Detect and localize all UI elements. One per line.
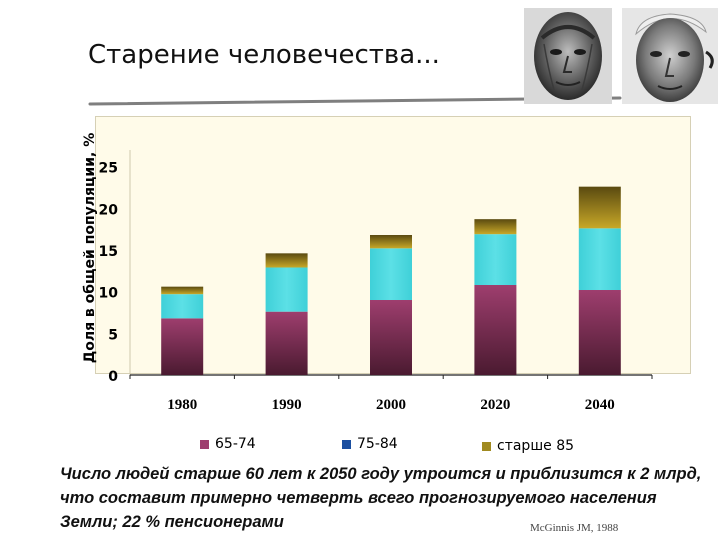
legend-item-75-84: 75-84 [342,436,398,452]
bar-segment-2040-75-84 [578,228,621,290]
bar-segment-1980-75-84 [161,294,204,319]
elderly-man-portrait-left [524,8,612,104]
slide-caption: Число людей старше 60 лет к 2050 году ут… [60,465,702,531]
bar-segment-2020-старше 85 [474,219,517,235]
slide-title: Старение человечества... [88,40,440,70]
legend-swatch-65-74 [200,439,209,449]
legend-label-older-85: старше 85 [497,438,575,454]
bar-segment-2020-75-84 [474,234,517,285]
x-tick-label: 2000 [376,397,406,413]
bar-segment-2000-75-84 [370,248,412,300]
bar-segment-2040-старше 85 [578,186,621,229]
bar-segment-1990-65-74 [265,311,308,375]
y-tick-label: 20 [99,202,119,218]
bar-segment-1980-старше 85 [161,286,204,295]
x-tick-label: 2040 [585,397,615,413]
legend-swatch-75-84 [342,439,351,449]
x-tick-label: 1980 [167,397,197,413]
bar-segment-2000-старше 85 [370,235,412,249]
legend-item-65-74: 65-74 [200,436,256,452]
y-tick-label: 0 [108,369,118,385]
legend-swatch-older-85 [482,441,491,451]
bar-segment-1990-старше 85 [265,253,308,268]
y-tick-label: 25 [99,161,118,177]
bar-segment-1980-65-74 [161,318,204,375]
bar-segment-1990-75-84 [265,267,308,312]
legend-label-65-74: 65-74 [215,436,256,452]
y-tick-label: 15 [99,244,118,260]
bar-segment-2020-65-74 [474,285,517,375]
legend-item-older-85: старше 85 [482,438,574,454]
source-citation: McGinnis JM, 1988 [530,522,619,534]
y-tick-label: 10 [99,286,119,302]
bar-segment-2040-65-74 [578,290,621,375]
elderly-man-portrait-right [622,8,718,104]
y-tick-label: 5 [108,327,118,343]
legend-label-75-84: 75-84 [357,436,398,452]
x-tick-label: 1990 [272,397,302,413]
x-tick-label: 2020 [480,397,510,413]
bar-segment-2000-65-74 [370,300,412,375]
